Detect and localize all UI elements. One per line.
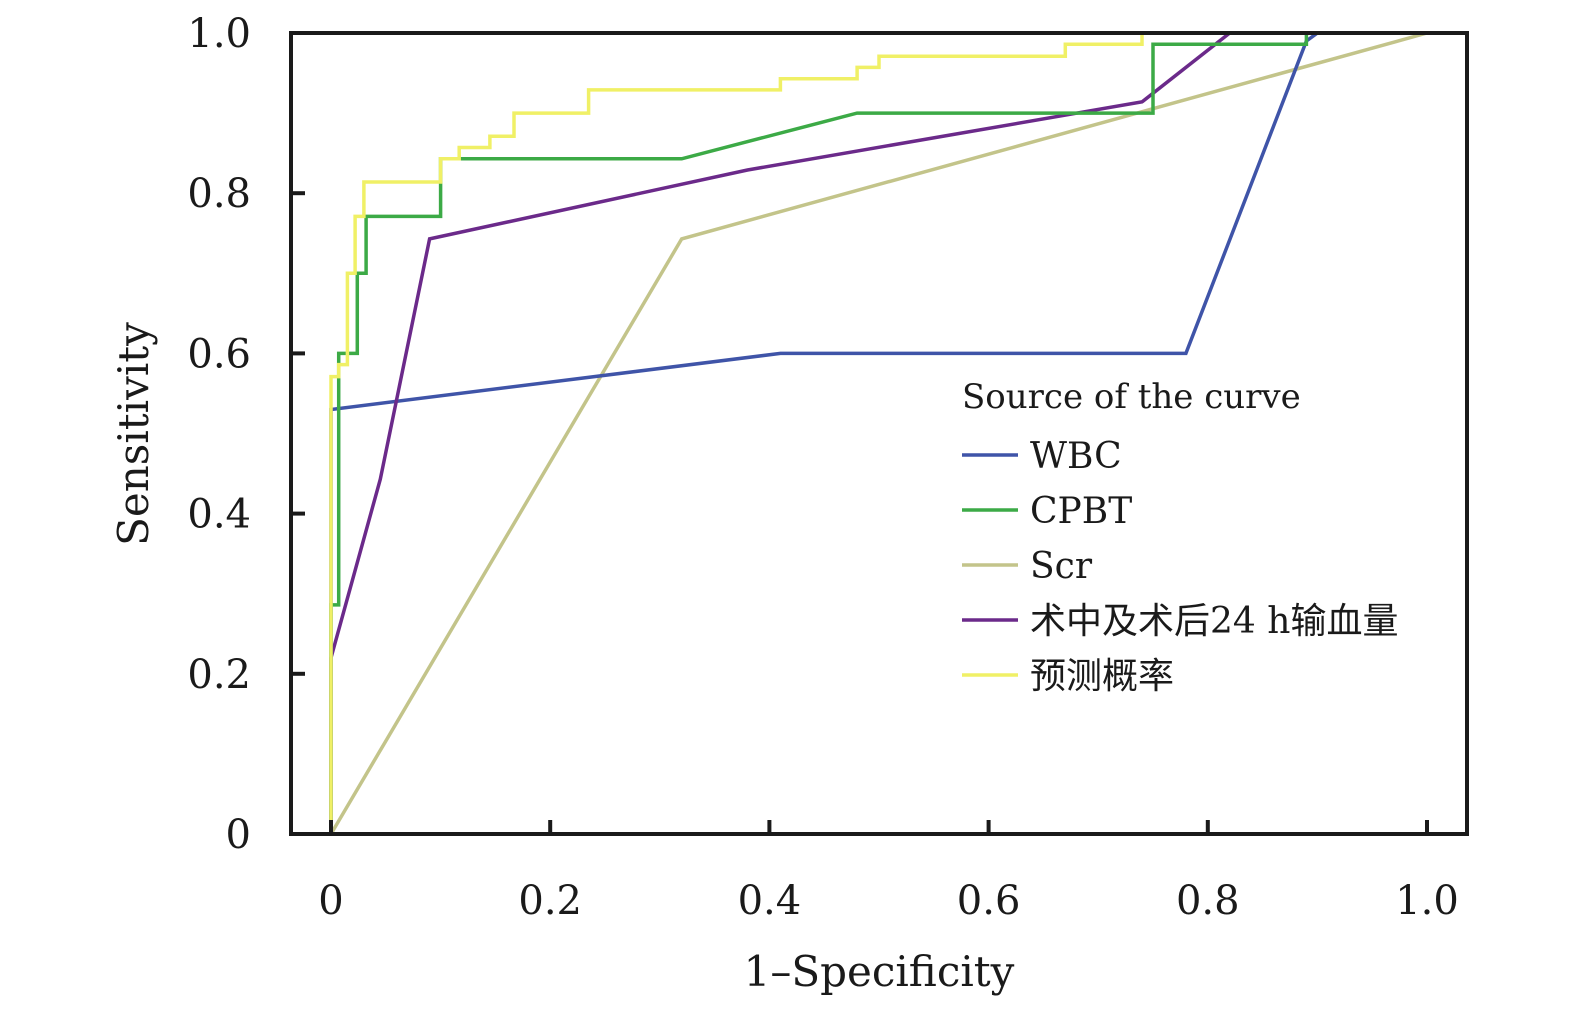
legend-label: CPBT <box>1030 491 1132 532</box>
y-tick-label: 0.2 <box>187 652 251 698</box>
y-tick-label: 1.0 <box>187 11 251 57</box>
legend-title: Source of the curve <box>962 377 1301 417</box>
x-tick-label: 0 <box>318 878 343 924</box>
plot-frame <box>289 31 1469 836</box>
x-tick-label: 0.4 <box>738 878 802 924</box>
y-tick-label: 0.4 <box>187 492 251 538</box>
legend-label: 术中及术后24 h输血量 <box>1030 601 1398 642</box>
x-tick-label: 0.8 <box>1176 878 1240 924</box>
x-axis-title: 1–Specificity <box>744 947 1015 996</box>
y-tick-label: 0.8 <box>187 171 251 217</box>
legend-label: WBC <box>1030 436 1122 477</box>
legend: Source of the curve WBC CPBT Scr 术中及术后24 h输… <box>962 377 1398 697</box>
y-axis-title: Sensitivity <box>109 322 158 546</box>
x-tick-label: 0.6 <box>957 878 1021 924</box>
x-tick-label: 0.2 <box>518 878 582 924</box>
series-line-1 <box>329 31 1427 834</box>
series-layer <box>329 31 1428 835</box>
legend-label: 预测概率 <box>1030 656 1174 697</box>
y-tick-label: 0.6 <box>187 331 251 377</box>
y-tick-label: 0 <box>226 812 251 858</box>
ticks-layer: 0 0.2 0.4 0.6 0.8 1.0 0 0.2 0.4 0.6 0.8 1.0 <box>187 11 1458 924</box>
series-line-2 <box>329 31 1427 834</box>
x-tick-label: 1.0 <box>1395 878 1459 924</box>
series-line-5 <box>329 31 1427 834</box>
legend-label: Scr <box>1030 546 1093 587</box>
series-line-3 <box>329 31 1428 835</box>
